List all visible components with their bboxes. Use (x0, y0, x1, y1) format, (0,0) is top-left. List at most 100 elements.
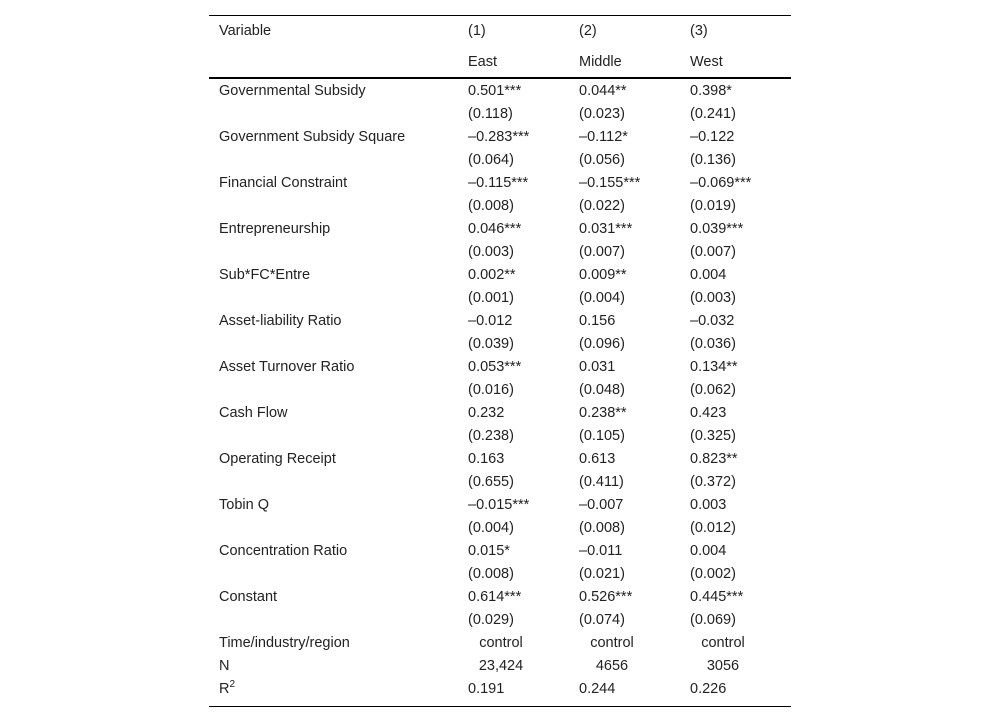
region-header: Middle (579, 54, 622, 70)
coefficient: –0.283*** (468, 129, 530, 145)
standard-error: (0.096) (579, 336, 625, 352)
coefficient: –0.155*** (579, 175, 641, 191)
standard-error: (0.029) (468, 612, 514, 628)
variable-name: Asset Turnover Ratio (219, 359, 355, 375)
coefficient: –0.112* (579, 129, 628, 145)
standard-error: (0.021) (579, 566, 625, 582)
coefficient: 0.238** (579, 405, 627, 421)
coefficient: 0.004 (690, 543, 727, 559)
standard-error: (0.019) (690, 198, 736, 214)
standard-error: (0.003) (690, 290, 736, 306)
footer-value: 0.226 (690, 681, 727, 697)
coefficient: 0.501*** (468, 83, 522, 99)
column-header: (2) (579, 23, 597, 39)
standard-error: (0.048) (579, 382, 625, 398)
coefficient: 0.526*** (579, 589, 633, 605)
standard-error: (0.007) (579, 244, 625, 260)
standard-error: (0.007) (690, 244, 736, 260)
standard-error: (0.008) (468, 566, 514, 582)
coefficient: –0.012 (468, 313, 513, 329)
variable-name: Entrepreneurship (219, 221, 331, 237)
coefficient: 0.398* (690, 83, 732, 99)
coefficient: 0.423 (690, 405, 727, 421)
standard-error: (0.241) (690, 106, 736, 122)
standard-error: (0.411) (579, 474, 624, 490)
footer-value: 0.244 (579, 681, 616, 697)
variable-name: Operating Receipt (219, 451, 336, 467)
footer-label: R2 (219, 679, 236, 697)
coefficient: –0.015*** (468, 497, 530, 513)
standard-error: (0.074) (579, 612, 625, 628)
standard-error: (0.136) (690, 152, 736, 168)
coefficient: –0.032 (690, 313, 735, 329)
standard-error: (0.004) (468, 520, 514, 536)
coefficient: 0.004 (690, 267, 727, 283)
header-rule (209, 77, 791, 79)
standard-error: (0.105) (579, 428, 625, 444)
coefficient: 0.053*** (468, 359, 522, 375)
variable-name: Asset-liability Ratio (219, 313, 342, 329)
region-header: East (468, 54, 498, 70)
coefficient: 0.031 (579, 359, 616, 375)
superscript: 2 (229, 679, 236, 691)
coefficient: 0.613 (579, 451, 616, 467)
coefficient: 0.002** (468, 267, 516, 283)
standard-error: (0.023) (579, 106, 625, 122)
variable-name: Financial Constraint (219, 175, 348, 191)
footer-value: 0.191 (468, 681, 505, 697)
standard-error: (0.118) (468, 106, 513, 122)
standard-error: (0.003) (468, 244, 514, 260)
footer-value: 23,424 (478, 658, 524, 674)
standard-error: (0.039) (468, 336, 514, 352)
standard-error: (0.069) (690, 612, 736, 628)
standard-error: (0.238) (468, 428, 514, 444)
coefficient: 0.614*** (468, 589, 522, 605)
coefficient: 0.445*** (690, 589, 744, 605)
footer-label: Time/industry/region (219, 635, 350, 651)
coefficient: 0.031*** (579, 221, 633, 237)
coefficient: 0.163 (468, 451, 505, 467)
coefficient: 0.156 (579, 313, 616, 329)
footer-value: control (479, 635, 523, 651)
footer-value: control (590, 635, 634, 651)
standard-error: (0.008) (579, 520, 625, 536)
column-header: (1) (468, 23, 486, 39)
variable-name: Concentration Ratio (219, 543, 348, 559)
variable-name: Sub*FC*Entre (219, 267, 311, 283)
coefficient: 0.003 (690, 497, 727, 513)
standard-error: (0.022) (579, 198, 625, 214)
standard-error: (0.056) (579, 152, 625, 168)
variable-name: Governmental Subsidy (219, 83, 366, 99)
coefficient: 0.044** (579, 83, 627, 99)
standard-error: (0.064) (468, 152, 514, 168)
standard-error: (0.002) (690, 566, 736, 582)
standard-error: (0.372) (690, 474, 736, 490)
variable-name: Constant (219, 589, 278, 605)
coefficient: 0.015* (468, 543, 510, 559)
footer-label: N (219, 658, 230, 674)
coefficient: 0.046*** (468, 221, 522, 237)
footer-value: control (701, 635, 745, 651)
coefficient: 0.009** (579, 267, 627, 283)
standard-error: (0.016) (468, 382, 514, 398)
variable-name: Tobin Q (219, 497, 269, 513)
variable-name: Government Subsidy Square (219, 129, 406, 145)
variable-name: Cash Flow (219, 405, 288, 421)
coefficient: 0.823** (690, 451, 738, 467)
coefficient: –0.115*** (468, 175, 529, 191)
standard-error: (0.004) (579, 290, 625, 306)
coefficient: –0.069*** (690, 175, 752, 191)
standard-error: (0.036) (690, 336, 736, 352)
bottom-rule (209, 706, 791, 707)
standard-error: (0.012) (690, 520, 736, 536)
coefficient: 0.134** (690, 359, 738, 375)
coefficient: 0.039*** (690, 221, 744, 237)
standard-error: (0.001) (468, 290, 514, 306)
standard-error: (0.655) (468, 474, 514, 490)
column-header: Variable (219, 23, 272, 39)
top-rule (209, 15, 791, 16)
region-header: West (690, 54, 723, 70)
coefficient: –0.011 (579, 543, 623, 559)
footer-value: 4656 (595, 658, 629, 674)
